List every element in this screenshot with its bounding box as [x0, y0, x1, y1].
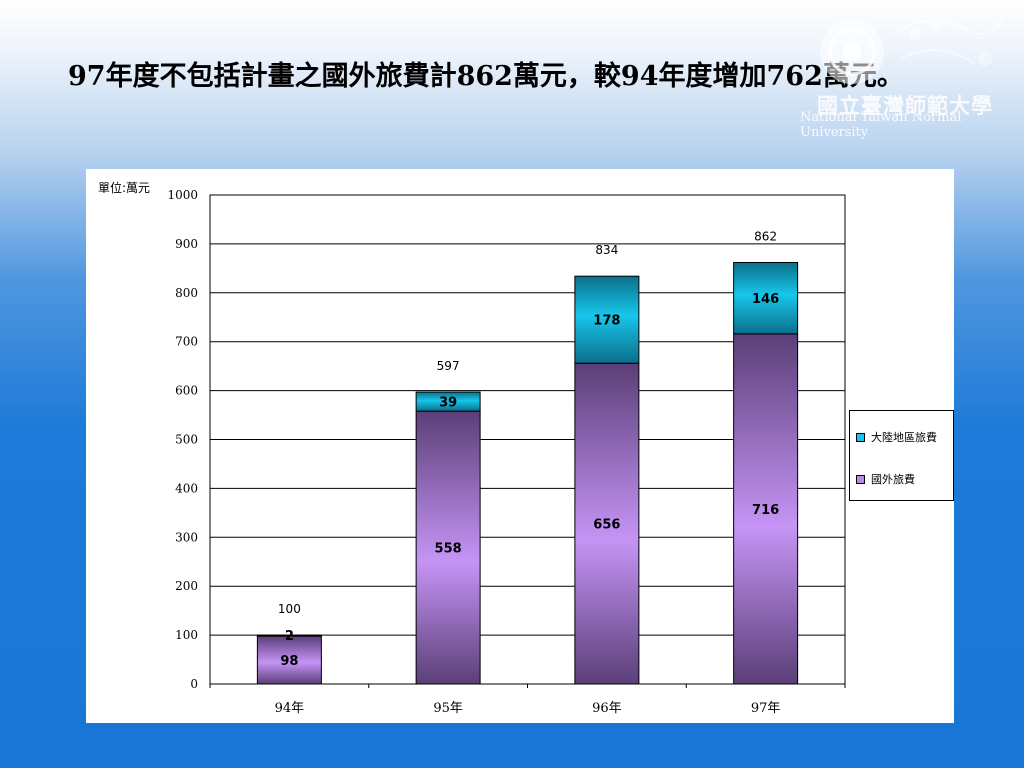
y-tick-label: 300 [175, 530, 198, 544]
y-tick-label: 0 [190, 677, 198, 691]
unit-label: 單位:萬元 [98, 181, 151, 195]
data-label: 178 [593, 314, 620, 329]
chart-container: 0 100 200 300 400 500 600 700 800 900 1000 98 2 100 94… [86, 169, 954, 723]
legend-label-mainland: 大陸地區旅費 [871, 431, 937, 444]
bar-overseas [574, 362, 640, 685]
y-tick-label: 900 [175, 237, 198, 251]
bar-overseas [733, 333, 799, 685]
bar-mainland [256, 634, 322, 637]
data-label: 146 [752, 292, 779, 307]
data-label: 39 [439, 396, 457, 411]
y-tick-label: 800 [175, 286, 198, 300]
bar-overseas [256, 635, 322, 685]
x-tick-label: 94年 [275, 701, 305, 716]
x-tick-label: 96年 [592, 701, 622, 716]
y-tick-label: 400 [175, 481, 198, 495]
legend-item-mainland: 大陸地區旅費 [856, 429, 937, 445]
legend-item-overseas: 國外旅費 [856, 471, 915, 487]
bar-mainland [574, 275, 640, 364]
data-label: 716 [752, 503, 779, 518]
y-tick-label: 100 [175, 628, 198, 642]
total-label: 100 [278, 602, 301, 616]
bar-mainland [733, 261, 799, 335]
y-tick-label: 1000 [167, 188, 198, 202]
legend-label-overseas: 國外旅費 [871, 473, 915, 486]
total-label: 597 [437, 359, 460, 373]
bar-overseas [415, 410, 481, 685]
bar-mainland [415, 391, 481, 412]
x-tick-label: 97年 [751, 701, 781, 716]
data-label: 98 [280, 654, 298, 669]
university-logo: 國立臺灣師範大學 National Taiwan Normal Universi… [800, 4, 1015, 140]
y-tick-label: 700 [175, 335, 198, 349]
y-tick-label: 200 [175, 579, 198, 593]
data-label: 656 [593, 518, 620, 533]
total-label: 834 [595, 243, 618, 257]
stacked-bar-chart: 0 100 200 300 400 500 600 700 800 900 1000 98 2 100 94… [167, 188, 846, 716]
logo-chinese-name: 國立臺灣師範大學 [817, 94, 993, 118]
logo-graphic-icon [820, 13, 1006, 84]
legend-swatch-mainland [856, 432, 865, 442]
slide-title: 97年度不包括計畫之國外旅費計862萬元，較94年度增加762萬元。 [68, 61, 904, 92]
y-tick-label: 500 [175, 433, 198, 447]
total-label: 862 [754, 229, 777, 243]
y-tick-label: 600 [175, 384, 198, 398]
chart-legend: 大陸地區旅費 國外旅費 [849, 410, 954, 501]
logo-english-name: National Taiwan Normal University [800, 110, 962, 140]
data-label: 558 [435, 542, 462, 557]
legend-swatch-overseas [856, 474, 865, 484]
data-label: 2 [285, 629, 294, 644]
x-tick-label: 95年 [433, 701, 463, 716]
